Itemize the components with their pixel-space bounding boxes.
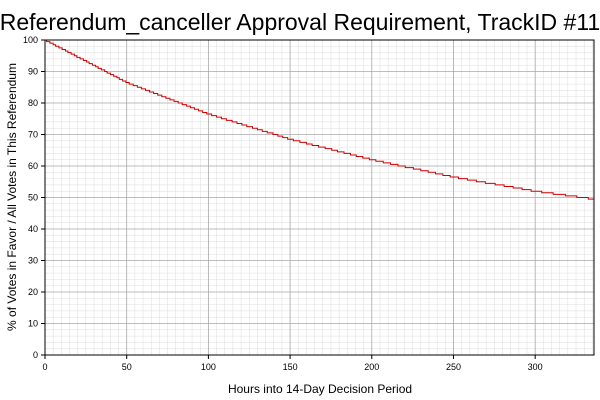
y-tick-label: 100 xyxy=(23,35,38,45)
x-tick-label: 150 xyxy=(283,362,298,372)
y-axis-ticks: 0 10 20 30 40 50 60 70 80 90 100 xyxy=(23,35,45,360)
y-tick-label: 80 xyxy=(28,98,38,108)
x-tick-label: 200 xyxy=(364,362,379,372)
y-tick-label: 90 xyxy=(28,67,38,77)
x-tick-label: 300 xyxy=(528,362,543,372)
y-tick-label: 50 xyxy=(28,193,38,203)
y-axis-label: % of Votes in Favor / All Votes in This … xyxy=(5,63,19,331)
y-tick-label: 10 xyxy=(28,319,38,329)
y-tick-label: 70 xyxy=(28,130,38,140)
y-tick-label: 40 xyxy=(28,224,38,234)
series-layer xyxy=(45,39,594,200)
x-tick-label: 100 xyxy=(201,362,216,372)
x-tick-label: 250 xyxy=(446,362,461,372)
series-line xyxy=(45,39,594,200)
chart-title: Referendum_canceller Approval Requiremen… xyxy=(0,9,600,35)
y-tick-label: 0 xyxy=(33,350,38,360)
x-axis-ticks: 0 50 100 150 200 250 300 xyxy=(42,355,543,372)
x-tick-label: 50 xyxy=(122,362,132,372)
y-tick-label: 30 xyxy=(28,256,38,266)
y-tick-label: 60 xyxy=(28,161,38,171)
y-tick-label: 20 xyxy=(28,287,38,297)
major-grid xyxy=(44,39,594,356)
x-axis-label: Hours into 14-Day Decision Period xyxy=(228,382,412,396)
x-tick-label: 0 xyxy=(42,362,47,372)
